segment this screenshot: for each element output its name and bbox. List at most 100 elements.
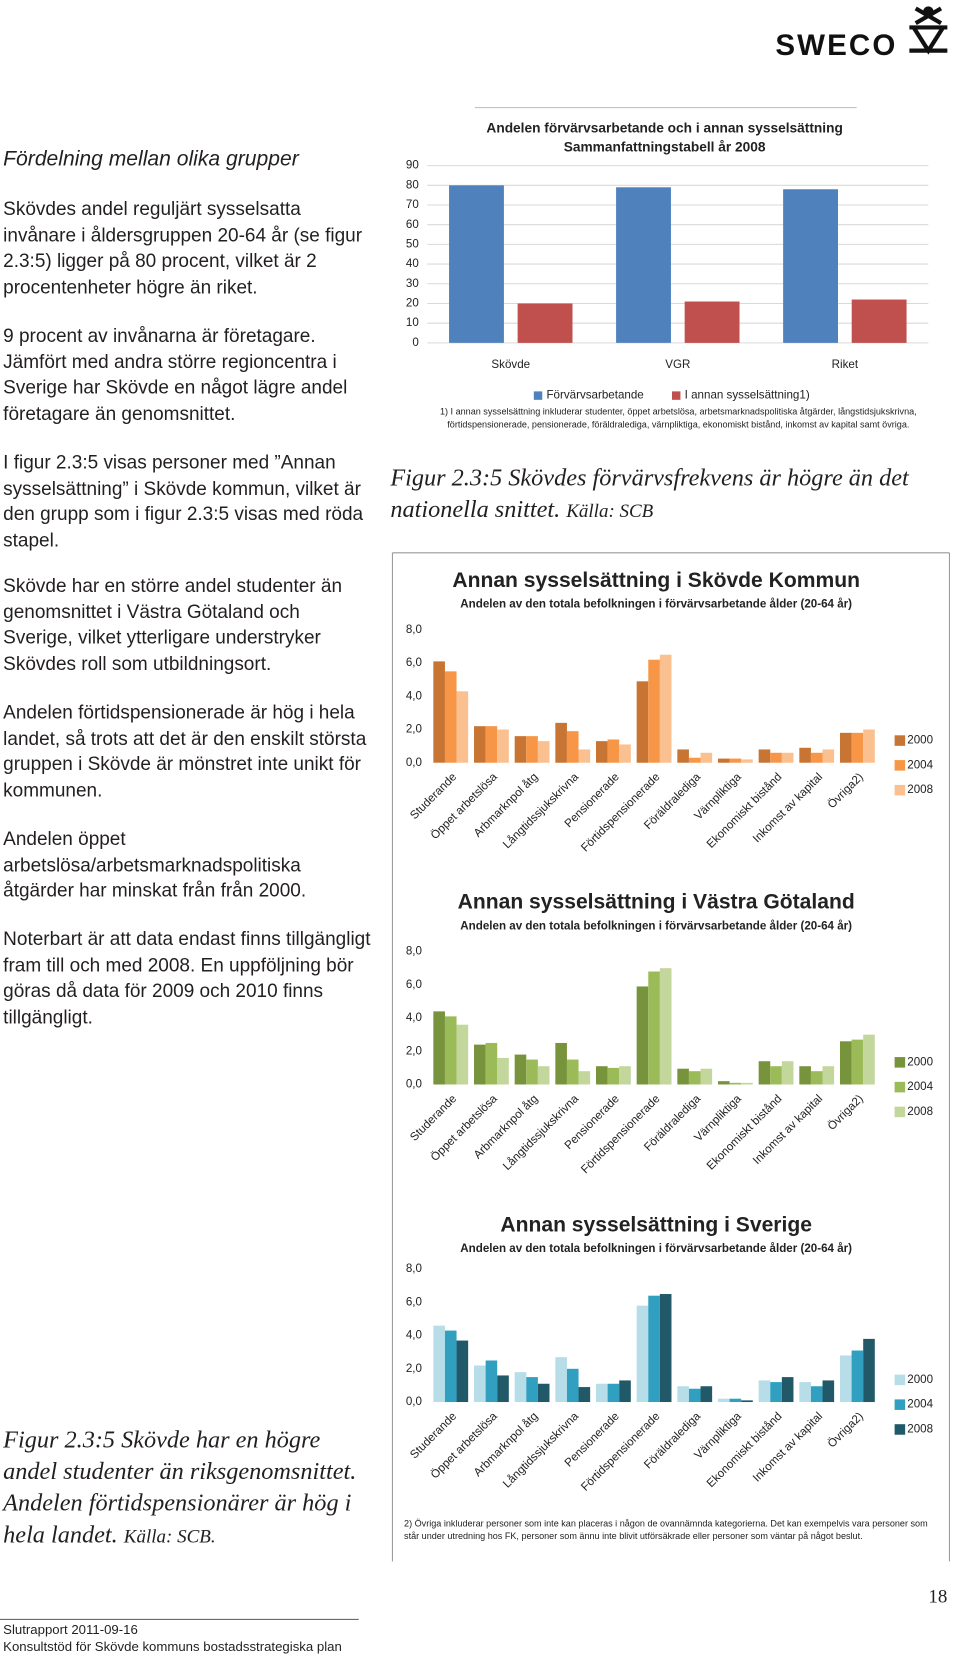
paragraph: Noterbart är att data endast finns tillg…	[3, 928, 371, 1027]
x-tick-label: VGR	[665, 358, 690, 371]
legend-label: I annan sysselsättning1)	[685, 389, 810, 402]
legend-label: 2008	[907, 1105, 933, 1118]
y-tick-label: 2,0	[406, 1362, 422, 1375]
bar	[555, 1357, 567, 1403]
bar	[607, 1383, 620, 1403]
legend-swatch	[894, 760, 906, 771]
y-tick-label: 10	[406, 316, 419, 329]
y-tick-label: 20	[406, 297, 419, 310]
bar	[537, 741, 550, 763]
caption-text: Figur 2.3:5 Skövde har en högre andel st…	[3, 1426, 357, 1548]
bar	[700, 752, 713, 763]
bar	[863, 1338, 875, 1403]
bar	[578, 749, 591, 763]
footer-line: Slutrapport 2011-09-16	[3, 1622, 138, 1638]
bar	[717, 1081, 730, 1085]
legend-swatch	[533, 391, 543, 400]
y-tick-label: 4,0	[406, 689, 422, 702]
y-tick-label: 8,0	[406, 945, 422, 958]
legend-swatch	[894, 1374, 906, 1386]
bar	[444, 671, 457, 763]
chart-title: Annan sysselsättning i Skövde Kommun	[452, 569, 860, 592]
x-tick-label: Övriga2)	[825, 1092, 866, 1133]
x-tick-label: Riket	[832, 358, 859, 371]
bar	[485, 1042, 498, 1085]
paragraph: Skövde har en större andel studenter än …	[3, 574, 343, 674]
bar	[810, 752, 823, 763]
paragraph: Andelen öppet arbetslösa/arbetsmarknadsp…	[3, 828, 307, 901]
legend-swatch	[894, 1399, 906, 1410]
chart-title: Andelen förvärvsarbetande och i annan sy…	[486, 120, 842, 135]
x-tick-label: Inkomst av kapital	[750, 1410, 825, 1485]
bar	[619, 744, 631, 763]
bar	[758, 749, 771, 763]
chart-title: Annan sysselsättning i Västra Götaland	[458, 891, 855, 914]
bar	[517, 303, 573, 343]
bar	[758, 1380, 771, 1403]
bar	[566, 1368, 579, 1403]
bar	[799, 1066, 811, 1085]
bar	[595, 741, 608, 763]
x-tick-label: Förtidspensionerade	[579, 770, 663, 854]
bar	[677, 749, 689, 763]
bar	[851, 1350, 864, 1403]
bar	[578, 1387, 591, 1403]
bar	[659, 1294, 672, 1403]
bar	[619, 1066, 631, 1085]
figure-caption: Figur 2.3:5 Skövde har en högre andel st…	[3, 1424, 367, 1552]
y-tick-label: 60	[406, 218, 419, 231]
y-tick-label: 40	[406, 257, 419, 270]
legend-swatch	[894, 1057, 906, 1068]
legend-swatch	[894, 784, 906, 796]
bar	[839, 732, 852, 763]
y-tick-label: 0,0	[406, 1078, 422, 1091]
bar	[449, 185, 504, 343]
bar	[514, 736, 527, 763]
paragraph: I figur 2.3:5 visas personer med ”Annan …	[3, 451, 364, 551]
bar	[456, 691, 469, 763]
legend-label: 2004	[907, 758, 933, 771]
y-tick-label: 4,0	[406, 1011, 422, 1024]
x-tick-label: Ekonomiskt bistånd	[704, 1092, 784, 1172]
bar	[822, 749, 835, 763]
chart-subtitle: Andelen av den totala befolkningen i för…	[460, 598, 852, 611]
bar	[783, 189, 838, 343]
bar	[781, 1061, 794, 1085]
bar	[514, 1372, 527, 1403]
x-tick-label: Ekonomiskt bistånd	[704, 770, 784, 850]
legend-label: 2000	[907, 1373, 933, 1386]
bar	[677, 1386, 689, 1403]
y-tick-label: 8,0	[406, 623, 422, 636]
bar	[526, 1059, 538, 1085]
bar	[616, 187, 671, 343]
bar	[799, 747, 811, 763]
bar	[659, 654, 672, 763]
bar	[555, 722, 567, 763]
y-tick-label: 70	[406, 198, 419, 211]
bar	[444, 1016, 457, 1085]
x-tick-label: Långtidssjukskrivna	[500, 770, 581, 851]
bar	[433, 661, 445, 763]
bar	[648, 1295, 660, 1403]
caption-source: Källa: SCB	[566, 500, 654, 522]
bar	[741, 1400, 753, 1403]
bar	[822, 1380, 835, 1403]
bar	[729, 1082, 742, 1085]
bar	[770, 1382, 782, 1403]
bar	[595, 1383, 608, 1403]
x-tick-label: Långtidssjukskrivna	[500, 1092, 581, 1173]
logo-text: SWECO	[775, 29, 897, 62]
bar	[700, 1068, 713, 1085]
bar	[851, 299, 907, 343]
bar	[433, 1325, 445, 1403]
bar	[578, 1071, 591, 1085]
bar	[799, 1382, 811, 1403]
legend-label: Förvärvsarbetande	[546, 389, 643, 402]
bar	[822, 1066, 835, 1085]
bar	[810, 1386, 823, 1403]
bar	[607, 1067, 620, 1085]
bar	[688, 1388, 701, 1403]
bar	[433, 1011, 445, 1085]
y-tick-label: 8,0	[406, 1262, 422, 1275]
bar	[741, 759, 753, 763]
